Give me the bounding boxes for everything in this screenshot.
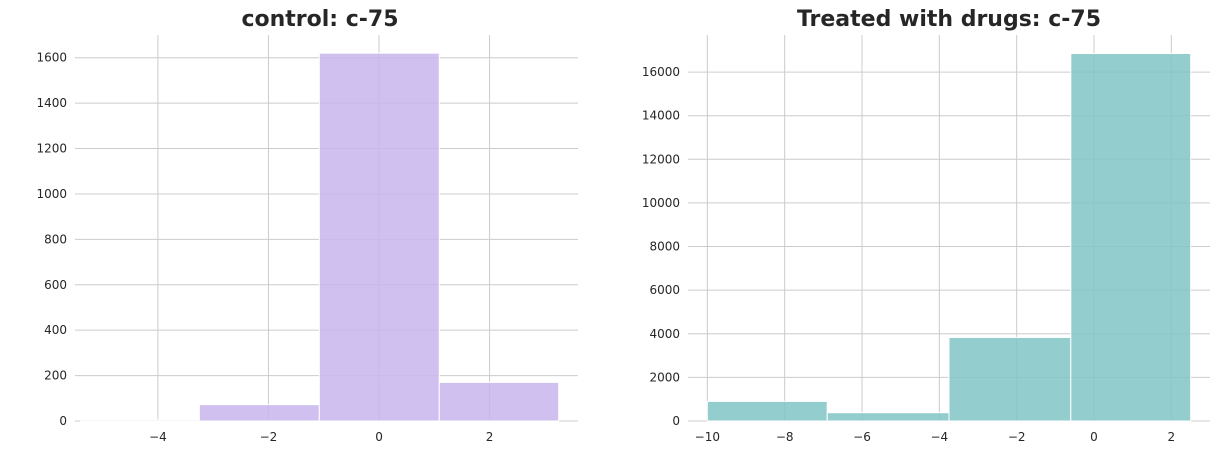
control-chart-title: control: c-75 <box>241 7 398 32</box>
treated-x-tick-label: 0 <box>1090 430 1098 444</box>
treated-x-tick-label: −10 <box>695 430 720 444</box>
treated-histogram-panel: Treated with drugs: c-75 0 2000 4000 6000 80… <box>642 7 1210 444</box>
treated-x-tick-label: −6 <box>853 430 871 444</box>
treated-y-tick-label: 10000 <box>642 196 680 210</box>
control-y-tick-label: 200 <box>44 369 67 383</box>
treated-histogram-bar <box>706 400 828 422</box>
control-y-tick-label: 0 <box>59 414 67 428</box>
control-histogram-panel: control: c-75 0 200 400 600 800 1000 1200 1400 1… <box>36 7 578 444</box>
control-histogram-bar <box>80 419 200 422</box>
control-x-tick-label: −2 <box>260 430 278 444</box>
treated-histogram-bar <box>826 412 950 422</box>
control-x-tick-label: 0 <box>375 430 383 444</box>
control-y-tick-label: 1000 <box>36 187 67 201</box>
treated-x-tick-label: −4 <box>930 430 948 444</box>
control-x-tick-label: −4 <box>149 430 167 444</box>
control-y-tick-label: 800 <box>44 232 67 246</box>
treated-y-tick-label: 0 <box>672 414 680 428</box>
treated-x-tick-label: −2 <box>1008 430 1026 444</box>
control-histogram-bar <box>438 381 560 422</box>
treated-histogram-bar <box>1070 53 1192 422</box>
control-y-tick-label: 400 <box>44 323 67 337</box>
treated-x-tick-label: −8 <box>776 430 794 444</box>
treated-y-tick-label: 2000 <box>649 370 680 384</box>
control-histogram-bar <box>198 404 320 422</box>
control-y-tick-label: 1600 <box>36 51 67 65</box>
treated-y-tick-label: 6000 <box>649 283 680 297</box>
treated-chart-title: Treated with drugs: c-75 <box>797 7 1101 32</box>
control-y-tick-label: 1400 <box>36 96 67 110</box>
treated-y-tick-label: 4000 <box>649 327 680 341</box>
treated-y-tick-label: 16000 <box>642 65 680 79</box>
treated-x-tick-label: 2 <box>1168 430 1176 444</box>
treated-y-tick-label: 14000 <box>642 109 680 123</box>
control-x-tick-label: 2 <box>486 430 494 444</box>
treated-y-tick-label: 12000 <box>642 152 680 166</box>
control-y-tick-label: 600 <box>44 278 67 292</box>
treated-y-tick-label: 8000 <box>649 240 680 254</box>
control-y-tick-label: 1200 <box>36 142 67 156</box>
control-histogram-bar <box>318 52 440 422</box>
treated-histogram-bar <box>948 336 1072 422</box>
